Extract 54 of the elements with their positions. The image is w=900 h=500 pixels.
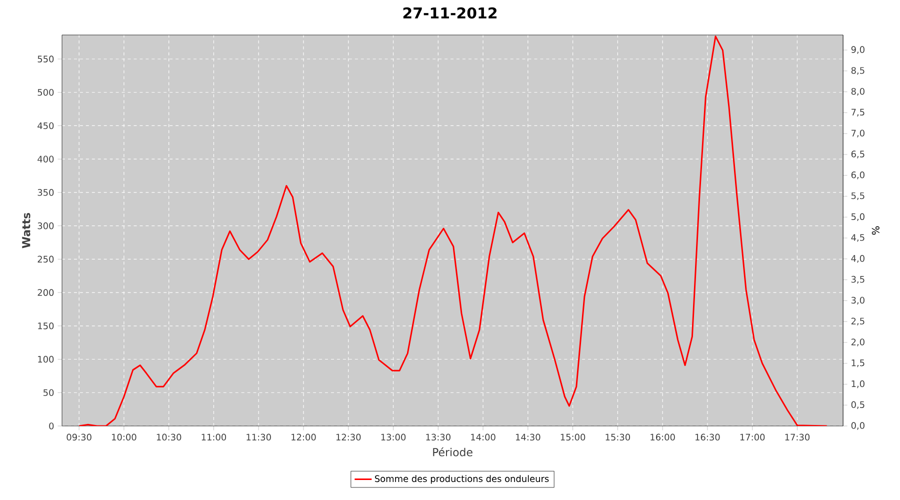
y-tick-label: 400 xyxy=(38,156,54,162)
y-tick-label: 0 xyxy=(49,422,54,430)
y2-tick-label: 3,0 xyxy=(851,296,864,305)
y2-tick-label: 3,5 xyxy=(851,276,864,284)
y2-tick-label: 0,0 xyxy=(851,422,864,430)
x-tick-label: 10:30 xyxy=(156,434,182,441)
x-tick-label: 15:00 xyxy=(560,434,586,441)
x-tick-label: 12:00 xyxy=(292,434,316,441)
y-tick-label: 300 xyxy=(38,222,54,230)
y-tick-label: 250 xyxy=(38,256,54,263)
y2-tick-label: 1,0 xyxy=(852,380,864,388)
y-tick-label: 100 xyxy=(38,356,54,363)
x-tick-label: 14:30 xyxy=(516,434,540,441)
y2-tick-label: 0,5 xyxy=(851,401,864,409)
y-axis-title: Watts xyxy=(22,212,30,248)
y-tick-label: 50 xyxy=(44,389,54,396)
y2-tick-label: 4,5 xyxy=(851,234,864,242)
y2-tick-label: 6,5 xyxy=(851,150,864,158)
x-tick-label: 17:00 xyxy=(740,434,765,441)
x-axis-title: Période xyxy=(433,447,472,456)
y-tick-label: 150 xyxy=(38,322,54,330)
y2-tick-label: 2,0 xyxy=(851,338,864,346)
x-tick-label: 12:30 xyxy=(336,434,361,441)
y-tick-label: 550 xyxy=(38,56,54,62)
x-tick-label: 16:00 xyxy=(650,434,675,441)
y2-tick-label: 7,0 xyxy=(852,130,864,138)
y2-tick-label: 8,5 xyxy=(851,67,864,75)
y2-axis-title: % xyxy=(872,226,880,235)
x-tick-label: 16:30 xyxy=(696,434,720,441)
x-tick-label: 11:00 xyxy=(202,434,226,441)
x-tick-label: 09:30 xyxy=(66,434,92,441)
y2-tick-label: 5,0 xyxy=(851,213,864,221)
y-tick-label: 200 xyxy=(38,289,54,296)
y2-tick-label: 9,0 xyxy=(851,46,864,54)
x-tick-label: 10:00 xyxy=(112,434,136,441)
y2-tick-label: 2,5 xyxy=(851,318,864,326)
y2-tick-label: 6,0 xyxy=(851,171,864,180)
x-tick-label: 13:00 xyxy=(381,434,406,441)
x-tick-label: 15:30 xyxy=(606,434,630,441)
y2-tick-label: 1,5 xyxy=(852,360,864,368)
y2-tick-label: 7,5 xyxy=(852,108,864,116)
x-tick-label: 13:30 xyxy=(426,434,450,441)
x-tick-label: 11:30 xyxy=(246,434,271,441)
y2-tick-label: 8,0 xyxy=(851,88,864,96)
legend-label: Somme des productions des onduleurs xyxy=(374,475,549,484)
line-series xyxy=(78,36,828,426)
y-tick-label: 350 xyxy=(38,189,54,196)
y2-tick-label: 4,0 xyxy=(851,255,864,263)
chart-title: 27-11-2012 xyxy=(403,7,497,19)
y-tick-label: 500 xyxy=(38,88,54,96)
y-tick-label: 450 xyxy=(38,122,54,130)
x-tick-label: 17:30 xyxy=(785,434,810,441)
y2-tick-label: 5,5 xyxy=(851,192,864,200)
x-tick-label: 14:00 xyxy=(471,434,496,441)
